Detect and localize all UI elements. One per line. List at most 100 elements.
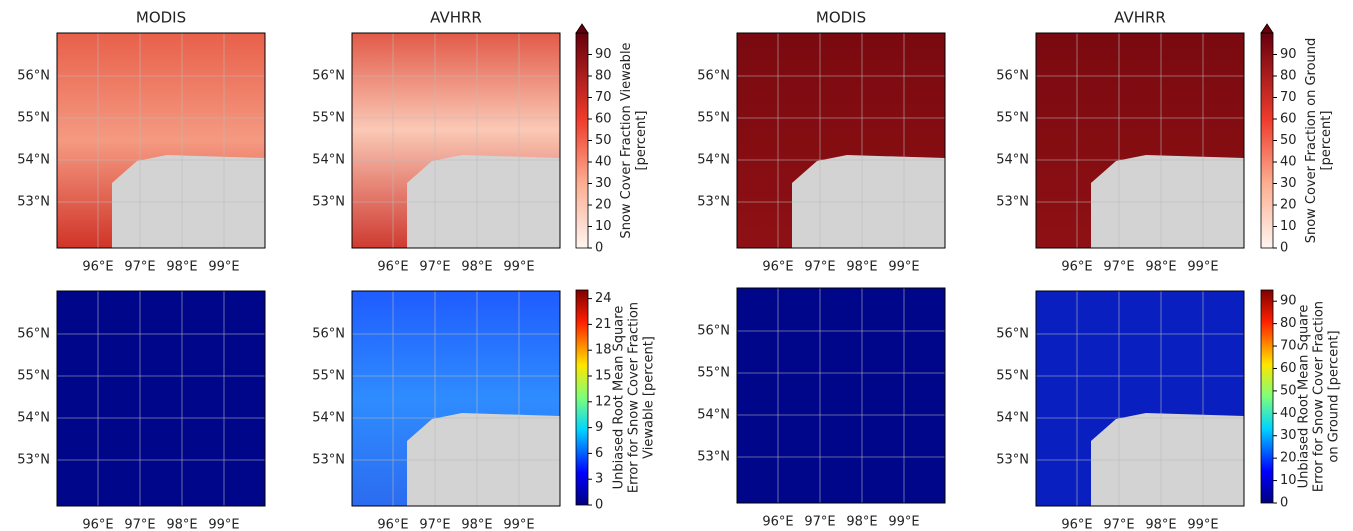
colorbar-tick-label: 0: [1280, 241, 1288, 256]
lat-tick-label: 53°N: [996, 195, 1029, 210]
colorbar-tick-label: 20: [1280, 451, 1297, 466]
lon-tick-label: 96°E: [762, 260, 793, 275]
colorbar-tick-label: 15: [595, 369, 612, 384]
lon-tick-label: 97°E: [124, 260, 155, 275]
lat-tick-label: 54°N: [697, 153, 730, 168]
colorbar-tick-label: 50: [1280, 133, 1297, 148]
colorbar-label: [percent]: [634, 111, 649, 171]
lon-tick-label: 98°E: [461, 260, 492, 275]
lon-tick-label: 98°E: [1145, 518, 1176, 531]
lon-tick-label: 96°E: [1061, 518, 1092, 531]
lon-tick-label: 96°E: [82, 518, 113, 531]
lon-tick-label: 98°E: [166, 260, 197, 275]
lat-tick-label: 54°N: [17, 411, 50, 426]
panel-title: AVHRR: [1114, 9, 1166, 27]
lat-tick-label: 55°N: [697, 111, 730, 126]
lat-tick-label: 55°N: [996, 111, 1029, 126]
colorbar-extend: [575, 23, 589, 34]
lon-tick-label: 99°E: [1187, 260, 1218, 275]
lat-tick-label: 53°N: [312, 453, 345, 468]
colorbar-tick-label: 10: [1280, 473, 1297, 488]
lon-tick-label: 97°E: [1103, 518, 1134, 531]
no-data-area: [407, 155, 560, 248]
panel-title: MODIS: [816, 9, 866, 27]
lon-tick-label: 96°E: [377, 518, 408, 531]
colorbar-tick-label: 21: [595, 317, 612, 332]
colorbar-tick-label: 80: [595, 69, 612, 84]
map-frame: [56, 32, 266, 249]
lat-tick-label: 56°N: [697, 324, 730, 339]
lon-tick-label: 98°E: [166, 518, 197, 531]
colorbar-tick-label: 0: [1280, 496, 1288, 511]
panel-title: MODIS: [136, 9, 186, 27]
map-area: [737, 288, 945, 503]
lon-tick-label: 99°E: [208, 260, 239, 275]
lat-tick-label: 54°N: [312, 411, 345, 426]
lon-tick-label: 98°E: [1145, 260, 1176, 275]
lat-tick-label: 56°N: [17, 327, 50, 342]
lon-tick-label: 97°E: [124, 518, 155, 531]
lon-tick-label: 97°E: [804, 260, 835, 275]
colorbar-label: Unbiased Root Mean Square: [612, 306, 627, 490]
no-data-area: [1091, 413, 1244, 506]
no-data-area: [1091, 155, 1244, 248]
map-frame: [1035, 32, 1245, 249]
lat-tick-label: 56°N: [312, 69, 345, 84]
colorbar-tick-label: 40: [595, 155, 612, 170]
lat-tick-label: 56°N: [17, 69, 50, 84]
colorbar: [575, 32, 589, 249]
colorbar-label: Viewable [percent]: [642, 336, 657, 459]
lat-tick-label: 54°N: [996, 153, 1029, 168]
colorbar-tick-label: 80: [1280, 69, 1297, 84]
colorbar-tick-label: 50: [1280, 383, 1297, 398]
colorbar-label: [percent]: [1319, 111, 1334, 171]
colorbar-tick-label: 30: [1280, 428, 1297, 443]
map-area: [57, 291, 265, 506]
colorbar-tick-label: 70: [1280, 90, 1297, 105]
map-frame: [351, 290, 561, 507]
colorbar-tick-label: 60: [1280, 361, 1297, 376]
colorbar: [575, 289, 589, 506]
lon-tick-label: 99°E: [503, 260, 534, 275]
lat-tick-label: 56°N: [312, 327, 345, 342]
lat-tick-label: 55°N: [17, 111, 50, 126]
lat-tick-label: 53°N: [697, 450, 730, 465]
colorbar-tick-label: 24: [595, 291, 612, 306]
colorbar-label: Snow Cover Fraction Viewable: [619, 42, 634, 238]
lat-tick-label: 53°N: [17, 195, 50, 210]
lat-tick-label: 54°N: [312, 153, 345, 168]
colorbar-tick-label: 30: [1280, 176, 1297, 191]
colorbar-tick-label: 10: [595, 219, 612, 234]
colorbar-tick-label: 6: [595, 446, 603, 461]
no-data-area: [792, 155, 945, 248]
lon-tick-label: 99°E: [888, 515, 919, 530]
no-data-area: [407, 413, 560, 506]
colorbar-label: Error for Snow Cover Fraction: [627, 302, 642, 493]
lat-tick-label: 56°N: [697, 69, 730, 84]
lon-tick-label: 97°E: [419, 518, 450, 531]
colorbar-label: Snow Cover Fraction on Ground: [1304, 38, 1319, 244]
lat-tick-label: 56°N: [996, 69, 1029, 84]
colorbar-tick-label: 20: [1280, 198, 1297, 213]
colorbar-tick-label: 40: [1280, 155, 1297, 170]
lat-tick-label: 54°N: [697, 408, 730, 423]
lon-tick-label: 97°E: [419, 260, 450, 275]
colorbar-tick-label: 18: [595, 343, 612, 358]
lon-tick-label: 96°E: [1061, 260, 1092, 275]
colorbar-label: Error for Snow Cover Fraction: [1312, 301, 1327, 492]
lon-tick-label: 98°E: [461, 518, 492, 531]
lon-tick-label: 97°E: [1103, 260, 1134, 275]
map-frame: [1035, 290, 1245, 507]
lat-tick-label: 53°N: [17, 453, 50, 468]
colorbar-tick-label: 30: [595, 176, 612, 191]
map-frame: [56, 290, 266, 507]
colorbar-tick-label: 90: [1280, 47, 1297, 62]
colorbar-tick-label: 9: [595, 420, 603, 435]
lat-tick-label: 55°N: [17, 369, 50, 384]
colorbar-tick-label: 3: [595, 472, 603, 487]
no-data-area: [112, 155, 265, 248]
lon-tick-label: 98°E: [846, 515, 877, 530]
map-frame: [736, 287, 946, 504]
map-frame: [351, 32, 561, 249]
lat-tick-label: 56°N: [996, 327, 1029, 342]
